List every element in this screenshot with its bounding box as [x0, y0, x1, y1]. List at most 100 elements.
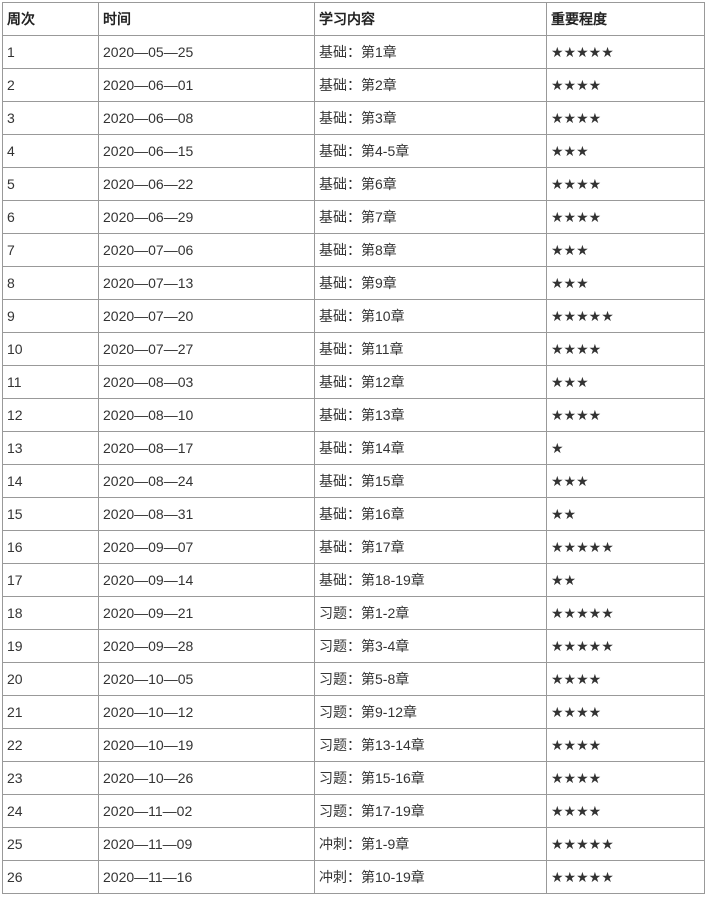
table-row: 122020—08—10基础：第13章★★★★: [3, 399, 705, 432]
table-row: 52020—06—22基础：第6章★★★★: [3, 168, 705, 201]
cell-importance: ★★★★★: [547, 597, 705, 630]
cell-week: 3: [3, 102, 99, 135]
cell-week: 5: [3, 168, 99, 201]
study-plan-table: 周次 时间 学习内容 重要程度 12020—05—25基础：第1章★★★★★ 22…: [2, 2, 705, 894]
cell-week: 21: [3, 696, 99, 729]
cell-topic: 基础：第10章: [315, 300, 547, 333]
col-header-importance: 重要程度: [547, 3, 705, 36]
cell-week: 6: [3, 201, 99, 234]
cell-topic: 基础：第7章: [315, 201, 547, 234]
cell-date: 2020—06—29: [99, 201, 315, 234]
cell-importance: ★★★: [547, 366, 705, 399]
cell-week: 12: [3, 399, 99, 432]
cell-importance: ★★★: [547, 135, 705, 168]
cell-importance: ★: [547, 432, 705, 465]
cell-importance: ★★★: [547, 465, 705, 498]
table-row: 72020—07—06基础：第8章★★★: [3, 234, 705, 267]
cell-date: 2020—11—16: [99, 861, 315, 894]
table-row: 212020—10—12习题：第9-12章★★★★: [3, 696, 705, 729]
cell-topic: 基础：第18-19章: [315, 564, 547, 597]
cell-week: 22: [3, 729, 99, 762]
table-row: 12020—05—25基础：第1章★★★★★: [3, 36, 705, 69]
cell-topic: 基础：第11章: [315, 333, 547, 366]
table-row: 232020—10—26习题：第15-16章★★★★: [3, 762, 705, 795]
cell-week: 14: [3, 465, 99, 498]
cell-importance: ★★★★: [547, 795, 705, 828]
cell-date: 2020—06—08: [99, 102, 315, 135]
cell-date: 2020—09—14: [99, 564, 315, 597]
cell-topic: 基础：第3章: [315, 102, 547, 135]
cell-importance: ★★★★: [547, 663, 705, 696]
cell-importance: ★★★★: [547, 762, 705, 795]
cell-week: 24: [3, 795, 99, 828]
cell-importance: ★★★★★: [547, 828, 705, 861]
cell-importance: ★★★★: [547, 729, 705, 762]
col-header-topic: 学习内容: [315, 3, 547, 36]
cell-topic: 基础：第6章: [315, 168, 547, 201]
table-row: 242020—11—02习题：第17-19章★★★★: [3, 795, 705, 828]
table-row: 62020—06—29基础：第7章★★★★: [3, 201, 705, 234]
table-row: 92020—07—20基础：第10章★★★★★: [3, 300, 705, 333]
cell-topic: 基础：第17章: [315, 531, 547, 564]
cell-date: 2020—08—31: [99, 498, 315, 531]
cell-topic: 习题：第1-2章: [315, 597, 547, 630]
cell-importance: ★★★★★: [547, 861, 705, 894]
table-row: 252020—11—09冲刺：第1-9章★★★★★: [3, 828, 705, 861]
table-row: 112020—08—03基础：第12章★★★: [3, 366, 705, 399]
cell-topic: 习题：第13-14章: [315, 729, 547, 762]
cell-topic: 基础：第15章: [315, 465, 547, 498]
cell-date: 2020—10—26: [99, 762, 315, 795]
cell-date: 2020—09—21: [99, 597, 315, 630]
cell-importance: ★★★★: [547, 102, 705, 135]
cell-week: 16: [3, 531, 99, 564]
cell-week: 17: [3, 564, 99, 597]
cell-topic: 基础：第12章: [315, 366, 547, 399]
col-header-week: 周次: [3, 3, 99, 36]
cell-week: 7: [3, 234, 99, 267]
table-row: 172020—09—14基础：第18-19章★★: [3, 564, 705, 597]
cell-topic: 基础：第13章: [315, 399, 547, 432]
cell-date: 2020—06—01: [99, 69, 315, 102]
cell-date: 2020—07—27: [99, 333, 315, 366]
cell-topic: 基础：第4-5章: [315, 135, 547, 168]
col-header-date: 时间: [99, 3, 315, 36]
cell-topic: 基础：第16章: [315, 498, 547, 531]
table-row: 132020—08—17基础：第14章★: [3, 432, 705, 465]
cell-date: 2020—08—17: [99, 432, 315, 465]
cell-topic: 习题：第5-8章: [315, 663, 547, 696]
cell-date: 2020—08—10: [99, 399, 315, 432]
cell-importance: ★★★★: [547, 69, 705, 102]
cell-date: 2020—08—24: [99, 465, 315, 498]
cell-importance: ★★★★: [547, 399, 705, 432]
table-row: 102020—07—27基础：第11章★★★★: [3, 333, 705, 366]
cell-date: 2020—08—03: [99, 366, 315, 399]
table-row: 222020—10—19习题：第13-14章★★★★: [3, 729, 705, 762]
cell-date: 2020—07—20: [99, 300, 315, 333]
cell-date: 2020—06—22: [99, 168, 315, 201]
cell-date: 2020—10—19: [99, 729, 315, 762]
cell-importance: ★★★★★: [547, 630, 705, 663]
cell-topic: 冲刺：第10-19章: [315, 861, 547, 894]
cell-importance: ★★★★★: [547, 36, 705, 69]
cell-topic: 习题：第15-16章: [315, 762, 547, 795]
cell-week: 18: [3, 597, 99, 630]
cell-topic: 习题：第3-4章: [315, 630, 547, 663]
cell-date: 2020—09—28: [99, 630, 315, 663]
cell-week: 4: [3, 135, 99, 168]
cell-importance: ★★★★: [547, 201, 705, 234]
table-row: 82020—07—13基础：第9章★★★: [3, 267, 705, 300]
cell-topic: 冲刺：第1-9章: [315, 828, 547, 861]
cell-topic: 基础：第2章: [315, 69, 547, 102]
cell-importance: ★★★★★: [547, 300, 705, 333]
cell-importance: ★★★★: [547, 333, 705, 366]
table-row: 142020—08—24基础：第15章★★★: [3, 465, 705, 498]
table-row: 162020—09—07基础：第17章★★★★★: [3, 531, 705, 564]
table-row: 262020—11—16冲刺：第10-19章★★★★★: [3, 861, 705, 894]
cell-importance: ★★★★★: [547, 531, 705, 564]
cell-topic: 基础：第14章: [315, 432, 547, 465]
cell-importance: ★★★★: [547, 696, 705, 729]
cell-date: 2020—07—06: [99, 234, 315, 267]
cell-week: 10: [3, 333, 99, 366]
cell-date: 2020—11—09: [99, 828, 315, 861]
table-row: 202020—10—05习题：第5-8章★★★★: [3, 663, 705, 696]
